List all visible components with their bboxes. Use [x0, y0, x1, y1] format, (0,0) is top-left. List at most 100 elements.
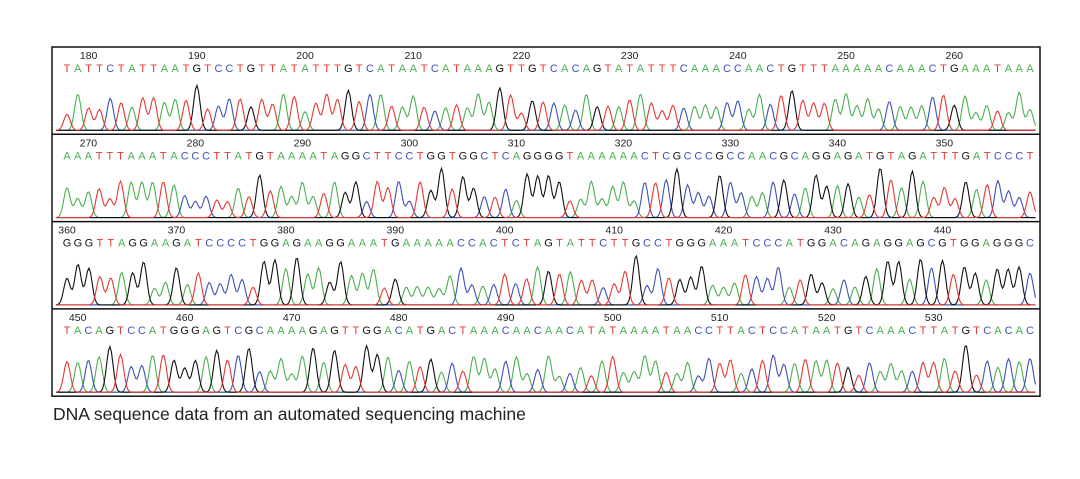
base-call: C: [256, 325, 264, 337]
base-call: A: [63, 150, 71, 162]
base-call: T: [821, 63, 828, 75]
base-call: G: [74, 238, 83, 250]
base-call: A: [481, 325, 489, 337]
base-call: A: [713, 63, 721, 75]
base-call: T: [663, 325, 670, 337]
base-call: A: [288, 150, 296, 162]
trace-t: [56, 179, 1037, 219]
base-call: G: [427, 325, 436, 337]
base-call: T: [269, 63, 276, 75]
position-tick-label: 450: [69, 312, 87, 324]
base-call: T: [888, 150, 895, 162]
position-tick-label: 420: [715, 225, 733, 237]
base-call: A: [598, 150, 606, 162]
base-call: G: [593, 63, 602, 75]
base-call: G: [971, 238, 980, 250]
base-call: G: [172, 238, 181, 250]
position-tick-label: 500: [604, 312, 622, 324]
base-call: C: [502, 150, 510, 162]
base-call: T: [64, 325, 71, 337]
base-call: A: [829, 238, 837, 250]
base-call: C: [550, 63, 558, 75]
base-call: A: [184, 238, 192, 250]
base-call: G: [459, 150, 468, 162]
base-call: A: [896, 63, 904, 75]
base-call: C: [216, 238, 224, 250]
base-call: C: [684, 150, 692, 162]
base-call: C: [225, 63, 233, 75]
base-call: T: [204, 63, 211, 75]
base-call: T: [117, 150, 124, 162]
position-tick-label: 280: [187, 137, 205, 149]
base-call: T: [802, 325, 809, 337]
base-call: G: [255, 150, 264, 162]
base-call: C: [215, 63, 223, 75]
base-call: C: [202, 150, 210, 162]
base-call: A: [470, 325, 478, 337]
base-call: A: [961, 63, 969, 75]
base-call: C: [766, 63, 774, 75]
base-call: G: [818, 238, 827, 250]
base-call: T: [666, 238, 673, 250]
base-call: A: [267, 325, 275, 337]
base-call: A: [545, 325, 553, 337]
base-call: C: [238, 238, 246, 250]
base-call: C: [737, 150, 745, 162]
base-call: T: [518, 63, 525, 75]
base-call: A: [304, 238, 312, 250]
base-call: T: [323, 63, 330, 75]
base-call: C: [127, 325, 135, 337]
base-call: A: [983, 63, 991, 75]
base-call: T: [160, 150, 167, 162]
base-call: A: [149, 325, 157, 337]
base-call: G: [63, 238, 72, 250]
figure-caption: DNA sequence data from an automated sequ…: [53, 404, 526, 424]
base-call: A: [282, 238, 290, 250]
base-call: A: [384, 325, 392, 337]
base-call: C: [694, 325, 702, 337]
base-call: A: [464, 63, 472, 75]
base-call: A: [702, 63, 710, 75]
base-call: T: [1027, 150, 1034, 162]
base-call: A: [641, 325, 649, 337]
base-call: G: [862, 238, 871, 250]
base-call: T: [250, 238, 257, 250]
position-tick-label: 270: [80, 137, 98, 149]
base-call: C: [662, 150, 670, 162]
base-call: G: [336, 238, 345, 250]
base-call: G: [245, 325, 254, 337]
position-tick-label: 410: [605, 225, 623, 237]
trace-c: [56, 266, 1037, 306]
position-tick-label: 510: [711, 312, 729, 324]
base-call: T: [183, 63, 190, 75]
base-call: C: [366, 63, 374, 75]
base-call: A: [853, 63, 861, 75]
base-call: A: [315, 238, 323, 250]
base-call: A: [620, 325, 628, 337]
base-call: T: [501, 238, 508, 250]
base-call: A: [277, 325, 285, 337]
base-call: C: [654, 238, 662, 250]
base-call: T: [648, 63, 655, 75]
base-call: T: [106, 150, 113, 162]
base-call: T: [374, 150, 381, 162]
base-call: C: [566, 325, 574, 337]
base-call: T: [312, 63, 319, 75]
base-call: T: [556, 238, 563, 250]
base-call: T: [727, 325, 734, 337]
base-call: T: [224, 325, 231, 337]
base-call: G: [362, 325, 371, 337]
base-call: A: [479, 238, 487, 250]
base-call: C: [490, 238, 498, 250]
base-call: A: [875, 63, 883, 75]
base-call: T: [356, 63, 363, 75]
base-call: A: [172, 63, 180, 75]
base-call: C: [763, 238, 771, 250]
base-call: A: [709, 238, 717, 250]
base-call: T: [941, 150, 948, 162]
position-tick-label: 520: [818, 312, 836, 324]
base-call: A: [577, 150, 585, 162]
base-call: G: [788, 63, 797, 75]
position-tick-label: 400: [496, 225, 514, 237]
position-tick-label: 290: [294, 137, 312, 149]
